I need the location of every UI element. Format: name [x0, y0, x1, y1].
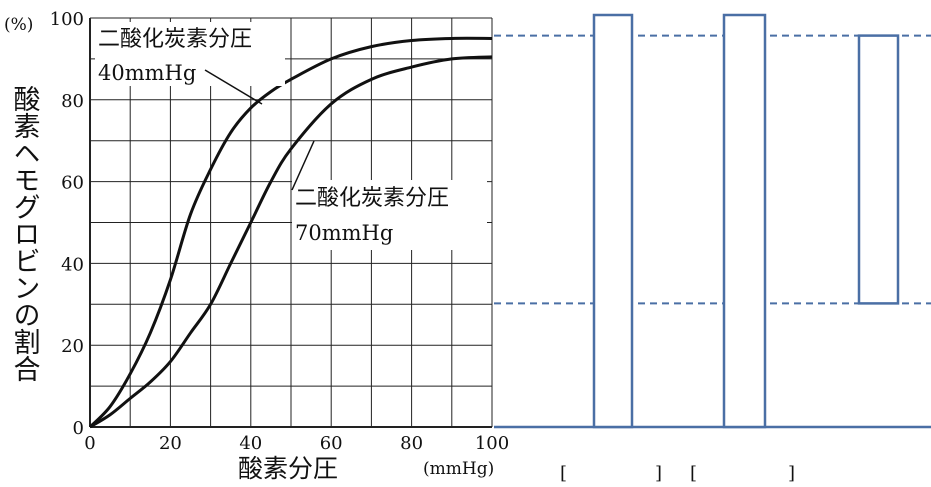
y-tick-label: 80 — [61, 91, 84, 112]
series-leader-1 — [204, 69, 263, 105]
x-tick-label: 100 — [475, 433, 509, 454]
answer-brackets: [ ] [ ] — [560, 463, 795, 484]
chart-labels: (%) 酸素ヘモグロビンの割合 酸素分圧 (mmHg) 二酸化炭素分圧 40mmH… — [4, 15, 494, 483]
x-tick-label: 80 — [400, 433, 423, 454]
x-tick-label: 40 — [239, 433, 262, 454]
chart-curves — [88, 36, 493, 429]
y-unit-label: (%) — [4, 15, 33, 35]
series-label-1-line2: 40mmHg — [98, 61, 196, 85]
x-axis-label: 酸素分圧 — [238, 454, 338, 483]
series-label-2-line2: 70mmHg — [295, 221, 393, 245]
series-label-1-line1: 二酸化炭素分圧 — [98, 27, 252, 52]
diagram-bar-3 — [857, 34, 900, 305]
series-line-1 — [88, 36, 493, 429]
y-tick-label: 20 — [61, 336, 84, 357]
chart-grid — [89, 17, 493, 428]
bracket-open-1: [ — [560, 463, 567, 484]
y-tick-label: 100 — [50, 9, 84, 30]
y-axis-label: 酸素ヘモグロビンの割合 — [9, 85, 40, 382]
bracket-close-1: ] — [655, 463, 662, 484]
y-tick-label: 0 — [73, 418, 84, 439]
series-label-2-line1: 二酸化炭素分圧 — [295, 186, 449, 211]
series-leader-2 — [291, 140, 315, 191]
x-tick-label: 0 — [84, 433, 95, 454]
chart-ticks: 0 20 40 60 80 100 0 20 40 60 80 100 — [50, 9, 510, 454]
x-tick-label: 60 — [320, 433, 343, 454]
diagram-bar-1 — [592, 13, 634, 429]
x-tick-label: 20 — [159, 433, 182, 454]
series-label-bg-1 — [95, 22, 285, 86]
y-tick-label: 60 — [61, 173, 84, 194]
bracket-open-2: [ — [690, 463, 697, 484]
x-unit-label: (mmHg) — [423, 459, 494, 479]
series-line-2 — [89, 55, 493, 429]
bracket-close-2: ] — [788, 463, 795, 484]
answer-diagram — [494, 13, 931, 429]
diagram-bar-2 — [722, 13, 767, 429]
series-label-bg-2 — [292, 180, 487, 250]
y-tick-label: 40 — [61, 254, 84, 275]
